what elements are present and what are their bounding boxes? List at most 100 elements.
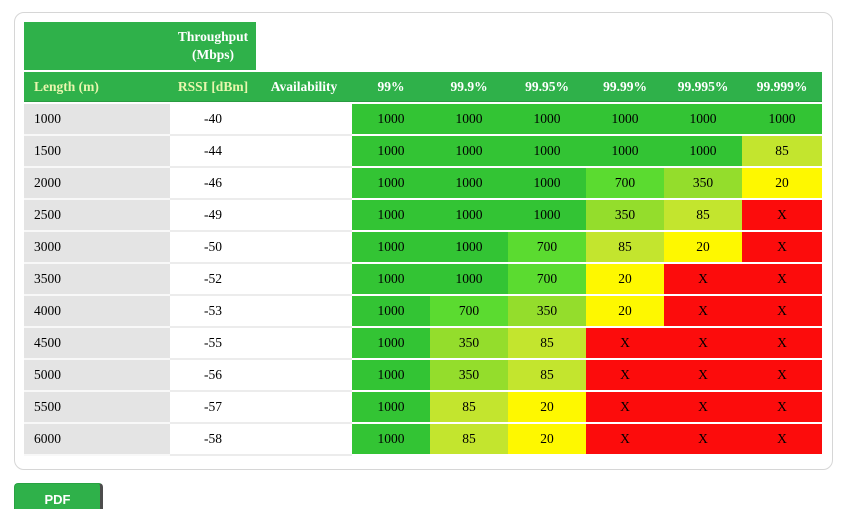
column-header-99.995: 99.995% xyxy=(664,72,742,104)
value-cell: 350 xyxy=(508,296,586,328)
value-cell: 20 xyxy=(742,168,822,200)
value-cell: 1000 xyxy=(508,136,586,168)
length-cell: 2000 xyxy=(24,168,170,200)
availability-cell xyxy=(256,328,352,360)
value-cell: 1000 xyxy=(664,136,742,168)
value-cell: 1000 xyxy=(742,104,822,136)
corner-row: Throughput (Mbps) xyxy=(24,22,822,72)
availability-cell xyxy=(256,104,352,136)
value-cell: 20 xyxy=(508,424,586,456)
value-cell: 85 xyxy=(430,392,508,424)
value-cell: X xyxy=(742,232,822,264)
table-body: 1000 -40 1000 1000 1000 1000 1000 1000 1500 -44 10… xyxy=(24,104,822,456)
value-cell: 1000 xyxy=(352,200,430,232)
value-cell: X xyxy=(742,360,822,392)
value-cell: 1000 xyxy=(508,168,586,200)
value-cell: 85 xyxy=(508,360,586,392)
column-header-99.99: 99.99% xyxy=(586,72,664,104)
value-cell: X xyxy=(664,392,742,424)
value-cell: 1000 xyxy=(586,136,664,168)
value-cell: 350 xyxy=(586,200,664,232)
column-header-length-m: Length (m) xyxy=(24,72,170,104)
value-cell: 1000 xyxy=(352,264,430,296)
value-cell: X xyxy=(742,424,822,456)
value-cell: 85 xyxy=(430,424,508,456)
value-cell: 1000 xyxy=(430,104,508,136)
value-cell: 1000 xyxy=(352,328,430,360)
availability-cell xyxy=(256,200,352,232)
column-header-99: 99% xyxy=(352,72,430,104)
value-cell: X xyxy=(742,296,822,328)
column-header-rssi-dbm: RSSI [dBm] xyxy=(170,72,256,104)
availability-cell xyxy=(256,264,352,296)
length-cell: 4500 xyxy=(24,328,170,360)
table-row: 5000 -56 1000 350 85 X X X xyxy=(24,360,822,392)
table-row: 3500 -52 1000 1000 700 20 X X xyxy=(24,264,822,296)
length-cell: 5000 xyxy=(24,360,170,392)
length-cell: 1500 xyxy=(24,136,170,168)
value-cell: 1000 xyxy=(352,136,430,168)
availability-cell xyxy=(256,232,352,264)
throughput-table: Throughput (Mbps) Length (m) RSSI [dBm] Av… xyxy=(24,22,822,456)
value-cell: 1000 xyxy=(352,392,430,424)
availability-cell xyxy=(256,360,352,392)
value-cell: X xyxy=(742,328,822,360)
length-cell: 4000 xyxy=(24,296,170,328)
rssi-cell: -49 xyxy=(170,200,256,232)
rssi-cell: -53 xyxy=(170,296,256,328)
value-cell: 1000 xyxy=(430,200,508,232)
length-cell: 3000 xyxy=(24,232,170,264)
value-cell: 1000 xyxy=(352,168,430,200)
value-cell: 20 xyxy=(586,296,664,328)
value-cell: X xyxy=(664,360,742,392)
column-header-availability: Availability xyxy=(256,72,352,104)
value-cell: 350 xyxy=(664,168,742,200)
rssi-cell: -58 xyxy=(170,424,256,456)
value-cell: 1000 xyxy=(352,232,430,264)
rssi-cell: -40 xyxy=(170,104,256,136)
value-cell: 1000 xyxy=(430,136,508,168)
corner-spacer xyxy=(256,22,822,72)
length-cell: 1000 xyxy=(24,104,170,136)
rssi-cell: -44 xyxy=(170,136,256,168)
value-cell: X xyxy=(664,424,742,456)
pdf-button[interactable]: PDF xyxy=(14,483,103,509)
length-cell: 3500 xyxy=(24,264,170,296)
corner-header-throughput: Throughput (Mbps) xyxy=(24,22,256,72)
value-cell: 1000 xyxy=(586,104,664,136)
value-cell: 1000 xyxy=(430,232,508,264)
value-cell: 85 xyxy=(586,232,664,264)
column-header-99.95: 99.95% xyxy=(508,72,586,104)
value-cell: X xyxy=(664,296,742,328)
value-cell: X xyxy=(586,424,664,456)
table-row: 4500 -55 1000 350 85 X X X xyxy=(24,328,822,360)
column-header-row: Length (m) RSSI [dBm] Availability 99% 99.9%… xyxy=(24,72,822,104)
length-cell: 6000 xyxy=(24,424,170,456)
value-cell: 1000 xyxy=(352,296,430,328)
value-cell: 1000 xyxy=(508,104,586,136)
value-cell: 1000 xyxy=(430,168,508,200)
value-cell: X xyxy=(586,360,664,392)
table-row: 2000 -46 1000 1000 1000 700 350 20 xyxy=(24,168,822,200)
rssi-cell: -57 xyxy=(170,392,256,424)
availability-cell xyxy=(256,168,352,200)
availability-cell xyxy=(256,392,352,424)
value-cell: 85 xyxy=(664,200,742,232)
value-cell: X xyxy=(664,328,742,360)
value-cell: 1000 xyxy=(352,424,430,456)
value-cell: 85 xyxy=(742,136,822,168)
value-cell: 1000 xyxy=(352,104,430,136)
value-cell: 85 xyxy=(508,328,586,360)
value-cell: 20 xyxy=(508,392,586,424)
rssi-cell: -55 xyxy=(170,328,256,360)
table-row: 4000 -53 1000 700 350 20 X X xyxy=(24,296,822,328)
value-cell: 20 xyxy=(664,232,742,264)
value-cell: 20 xyxy=(586,264,664,296)
value-cell: 1000 xyxy=(664,104,742,136)
availability-cell xyxy=(256,424,352,456)
value-cell: X xyxy=(742,264,822,296)
value-cell: 1000 xyxy=(430,264,508,296)
length-cell: 2500 xyxy=(24,200,170,232)
rssi-cell: -50 xyxy=(170,232,256,264)
value-cell: 700 xyxy=(508,232,586,264)
